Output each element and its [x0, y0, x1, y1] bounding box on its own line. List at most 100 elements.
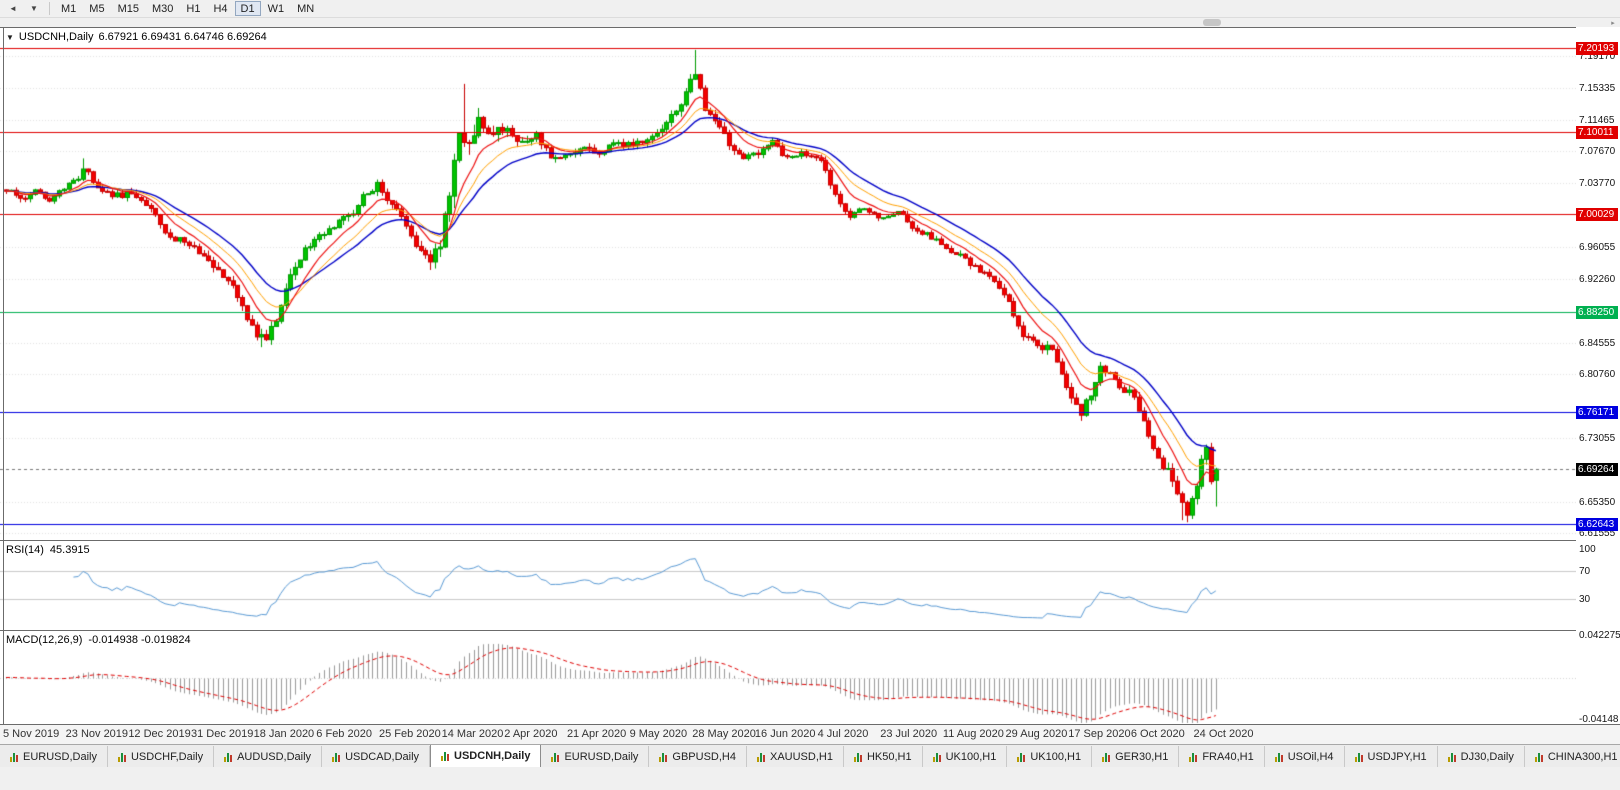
chart-tab-label: EURUSD,Daily [564, 750, 639, 763]
timeframe-button-d1[interactable]: D1 [234, 1, 261, 16]
chart-tab-label: FRA40,H1 [1202, 750, 1254, 763]
date-axis-label: 29 Aug 2020 [1005, 728, 1068, 740]
macd-canvas[interactable] [0, 631, 1576, 724]
macd-label: MACD(12,26,9) -0.014938 -0.019824 [6, 634, 191, 646]
timeframe-button-m1[interactable]: M1 [55, 1, 82, 16]
chart-tab[interactable]: GBPUSD,H4 [649, 746, 747, 767]
price-axis-label: 7.07670 [1579, 146, 1616, 158]
chart-tab[interactable]: XAUUSD,H1 [746, 746, 844, 767]
date-axis-label: 21 Apr 2020 [566, 728, 627, 740]
rsi-label: RSI(14) 45.3915 [6, 544, 90, 556]
chart-tab[interactable]: USDCNH,Daily [430, 745, 542, 767]
date-axis-label: 11 Aug 2020 [942, 728, 1004, 740]
chart-tab[interactable]: FRA40,H1 [1179, 746, 1265, 767]
chart-ohlc-values: 6.67921 6.69431 6.64746 6.69264 [98, 31, 267, 43]
chart-horizontal-scrollbar[interactable]: ▸ [0, 18, 1620, 27]
date-axis-label: 12 Dec 2019 [128, 728, 191, 740]
toolbar-separator [49, 2, 50, 15]
chart-tab-label: USDCAD,Daily [345, 750, 420, 763]
rsi-value: 45.3915 [49, 544, 90, 556]
timeframe-button-h1[interactable]: H1 [180, 1, 206, 16]
chart-tab[interactable]: HK50,H1 [843, 746, 923, 767]
chart-tab[interactable]: USDCHF,Daily [107, 746, 215, 767]
chart-tab[interactable]: AUDUSD,Daily [214, 746, 323, 767]
rsi-axis-label: 30 [1579, 593, 1591, 605]
rsi-axis-label: 100 [1579, 544, 1596, 556]
chart-nav-button[interactable]: ◄ [3, 1, 23, 16]
scrollbar-right-arrow[interactable]: ▸ [1607, 18, 1619, 27]
date-axis-label: 2 Apr 2020 [504, 728, 558, 740]
price-axis-label: 6.61555 [1579, 527, 1616, 539]
chart-title: ▼ USDCNH,Daily 6.67921 6.69431 6.64746 6… [6, 31, 267, 43]
symbol-dropdown-icon[interactable]: ▼ [6, 32, 14, 42]
mini-chart-icon [332, 752, 341, 762]
chart-tab[interactable]: USDJPY,H1 [1344, 746, 1438, 767]
scrollbar-thumb[interactable] [1203, 19, 1221, 26]
mini-chart-icon [117, 752, 126, 762]
mini-chart-icon [1534, 752, 1543, 762]
date-axis-label: 18 Jan 2020 [253, 728, 315, 740]
chart-tab[interactable]: DJ30,Daily [1437, 746, 1525, 767]
timeframe-button-m5[interactable]: M5 [83, 1, 110, 16]
chart-tab[interactable]: USOil,H4 [1264, 746, 1345, 767]
hline-price-tag: 6.76171 [1576, 405, 1618, 419]
panel-separator [0, 27, 1620, 28]
price-axis-label: 6.96055 [1579, 242, 1616, 254]
rsi-canvas[interactable] [0, 541, 1576, 630]
chart-tab-label: EURUSD,Daily [23, 750, 97, 763]
chart-dropdown-button[interactable]: ▼ [24, 1, 44, 16]
chart-symbol-label: USDCNH,Daily [18, 31, 94, 43]
timeframe-toolbar: ◄ ▼ M1 M5 M15 M30 H1 H4 D1 W1 MN [0, 0, 1620, 18]
chart-tab[interactable]: EURUSD,Daily [0, 746, 108, 767]
date-axis-label: 28 May 2020 [692, 728, 756, 740]
timeframe-button-m30[interactable]: M30 [146, 1, 179, 16]
date-axis-label: 9 May 2020 [629, 728, 688, 740]
mini-chart-icon [551, 752, 560, 762]
price-axis-label: 6.92260 [1579, 273, 1616, 285]
chart-tab[interactable]: CHINA300,H1 [1524, 746, 1620, 767]
timeframe-button-h4[interactable]: H4 [207, 1, 233, 16]
chart-tab-label: UK100,H1 [945, 750, 997, 763]
price-axis-label: 6.84555 [1579, 337, 1616, 349]
main-chart-canvas[interactable] [0, 27, 1576, 539]
chart-tab-label: DJ30,Daily [1460, 750, 1514, 763]
chart-tab[interactable]: USDCAD,Daily [322, 746, 431, 767]
chart-tab-label: USDJPY,H1 [1367, 750, 1427, 763]
macd-name: MACD(12,26,9) [6, 634, 83, 646]
chart-tab-label: AUDUSD,Daily [237, 750, 312, 763]
chart-tab[interactable]: UK100,H1 [1007, 746, 1093, 767]
chart-tab[interactable]: UK100,H1 [922, 746, 1008, 767]
chart-window: ▼ USDCNH,Daily 6.67921 6.69431 6.64746 6… [0, 27, 1620, 744]
price-axis-label: 7.15335 [1579, 82, 1616, 94]
chart-tab[interactable]: EURUSD,Daily [541, 746, 650, 767]
mini-chart-icon [1189, 752, 1198, 762]
price-axis-label: 7.11465 [1579, 114, 1615, 126]
price-axis: 7.19170 7.15335 7.11465 7.07670 7.03770 6.960… [1576, 27, 1620, 725]
panel-separator [0, 630, 1620, 631]
timeframe-buttons: M1 M5 M15 M30 H1 H4 D1 W1 MN [55, 1, 320, 16]
chart-tab-label: XAUUSD,H1 [769, 750, 833, 763]
date-axis-label: 31 Dec 2019 [190, 728, 254, 740]
timeframe-button-mn[interactable]: MN [291, 1, 320, 16]
hline-price-tag: 7.20193 [1576, 41, 1618, 55]
timeframe-button-w1[interactable]: W1 [262, 1, 291, 16]
chart-tab[interactable]: GER30,H1 [1092, 746, 1180, 767]
date-axis-label: 4 Jul 2020 [817, 728, 869, 740]
date-axis-label: 6 Oct 2020 [1130, 728, 1185, 740]
timeframe-button-m15[interactable]: M15 [112, 1, 145, 16]
date-axis-label: 24 Oct 2020 [1193, 728, 1254, 740]
left-arrow-icon: ◄ [9, 4, 17, 13]
rsi-axis-label: 70 [1579, 565, 1591, 577]
price-axis-label: 7.19170 [1579, 50, 1616, 62]
chart-tab-label: USOil,H4 [1287, 750, 1334, 763]
price-axis-label: 6.65350 [1579, 496, 1616, 508]
bottom-filler [0, 767, 1620, 790]
mini-chart-icon [659, 752, 668, 762]
chart-tab-label: GER30,H1 [1115, 750, 1169, 763]
date-axis-label: 23 Jul 2020 [880, 728, 938, 740]
mini-chart-icon [10, 752, 18, 762]
chart-tab-label: CHINA300,H1 [1547, 750, 1618, 763]
macd-values: -0.014938 -0.019824 [88, 634, 191, 646]
hline-price-tag: 6.62643 [1576, 517, 1618, 531]
